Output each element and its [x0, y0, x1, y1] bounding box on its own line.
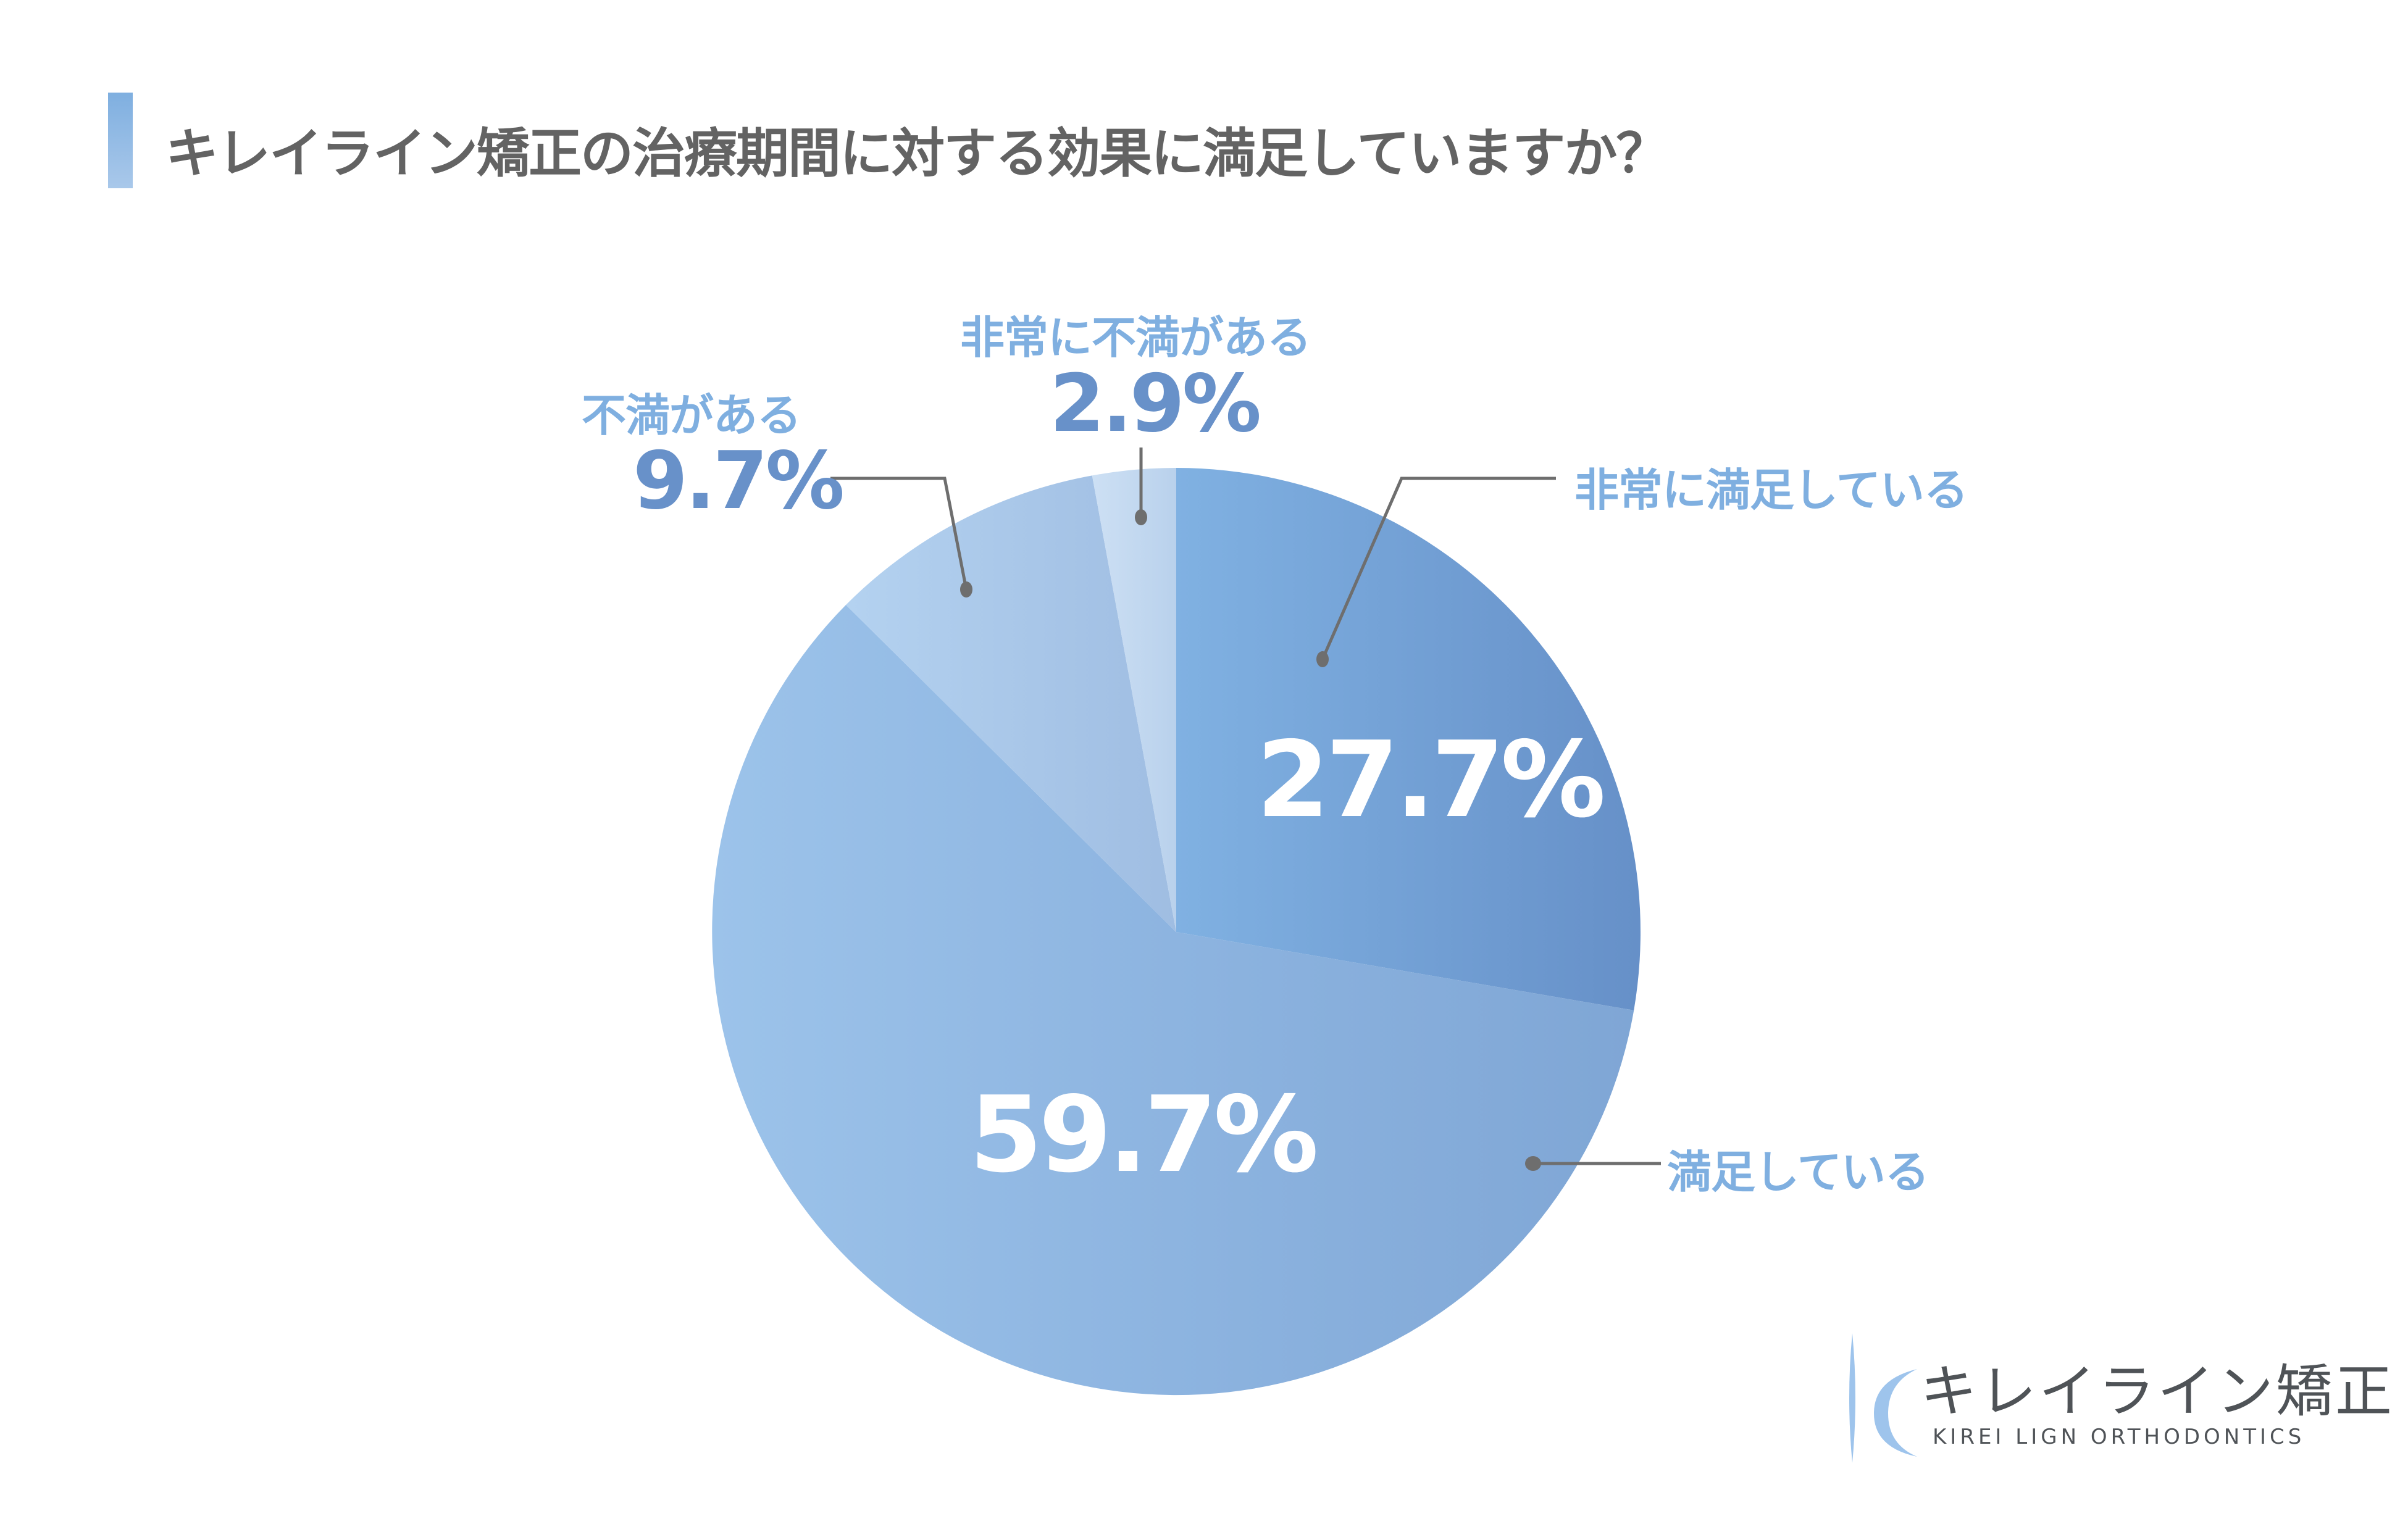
kirei-lign-logo-icon — [1849, 1333, 1917, 1463]
label-very-satisfied-category: 非常に満足している — [1574, 464, 1968, 516]
logo-name-jp: キレイライン矯正 — [1920, 1359, 2395, 1425]
leader-dissatisfied — [830, 477, 968, 590]
leader-dot-satisfied — [1525, 1156, 1541, 1171]
slice-very-satisfied — [1176, 468, 1641, 1010]
label-very-dissatisfied-category: 非常に不満がある — [960, 312, 1311, 364]
logo-name-en: KIREI LIGN ORTHODONTICS — [1933, 1425, 2306, 1449]
chart-title: キレイライン矯正の治療期間に対する効果に満足していますか？ — [165, 123, 1669, 185]
leader-dot-very-dissatisfied — [1135, 509, 1147, 525]
leader-dot-very-satisfied — [1316, 651, 1329, 667]
label-dissatisfied-category: 不満がある — [582, 389, 801, 441]
label-dissatisfied-value: 9.7% — [633, 435, 845, 527]
title-accent-bar — [108, 93, 133, 188]
leader-dot-dissatisfied — [960, 581, 972, 597]
leader-very-satisfied — [1321, 477, 1556, 660]
label-very-dissatisfied-value: 2.9% — [1050, 358, 1261, 450]
brand-logo: キレイライン矯正 KIREI LIGN ORTHODONTICS — [1828, 1327, 2392, 1469]
label-very-satisfied-value: 27.7% — [1256, 719, 1606, 841]
slice-very-dissatisfied — [1092, 468, 1176, 932]
slice-satisfied — [712, 605, 1634, 1396]
label-satisfied-value: 59.7% — [969, 1074, 1319, 1196]
slice-dissatisfied — [846, 475, 1176, 932]
label-satisfied-category: 満足している — [1667, 1146, 1929, 1198]
